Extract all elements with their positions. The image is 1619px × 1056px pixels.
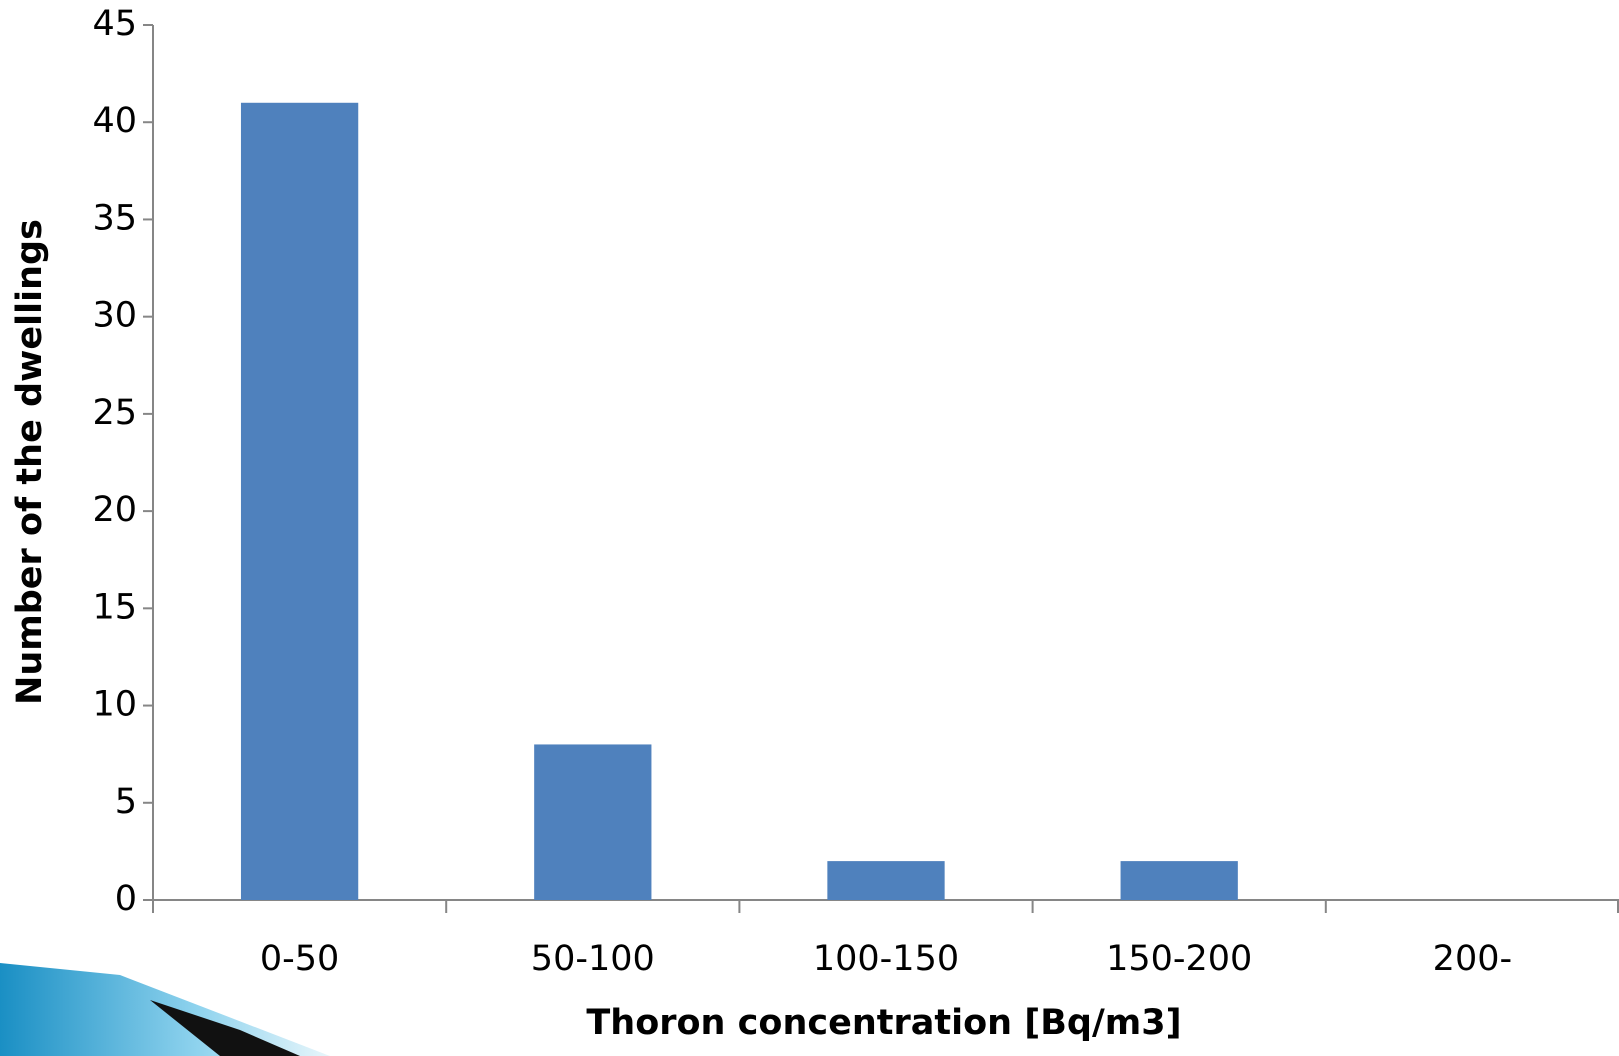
x-axis-title: Thoron concentration [Bq/m3] xyxy=(586,1003,1181,1043)
bar xyxy=(827,861,944,900)
bar xyxy=(1121,861,1238,900)
page: Thoron concentration [Bq/m3] Number of t… xyxy=(0,0,1619,1056)
y-tick-label: 40 xyxy=(92,101,137,141)
y-tick-label: 25 xyxy=(92,393,137,433)
bar xyxy=(241,103,358,900)
y-axis-title: Number of the dwellings xyxy=(10,219,50,705)
y-tick-label: 20 xyxy=(92,490,137,530)
y-tick-label: 5 xyxy=(115,782,137,822)
x-tick-label: 150-200 xyxy=(1106,939,1252,979)
y-tick-label: 15 xyxy=(92,587,137,627)
x-tick-label: 50-100 xyxy=(531,939,655,979)
chart: Thoron concentration [Bq/m3] Number of t… xyxy=(0,0,1619,1056)
x-tick-label: 200- xyxy=(1433,939,1512,979)
x-tick-label: 100-150 xyxy=(813,939,959,979)
x-tick-label: 0-50 xyxy=(260,939,339,979)
y-tick-label: 10 xyxy=(92,685,137,725)
y-tick-label: 0 xyxy=(115,879,137,919)
y-tick-label: 45 xyxy=(92,4,137,44)
y-tick-label: 30 xyxy=(92,296,137,336)
bar xyxy=(534,744,651,900)
y-tick-label: 35 xyxy=(92,198,137,238)
